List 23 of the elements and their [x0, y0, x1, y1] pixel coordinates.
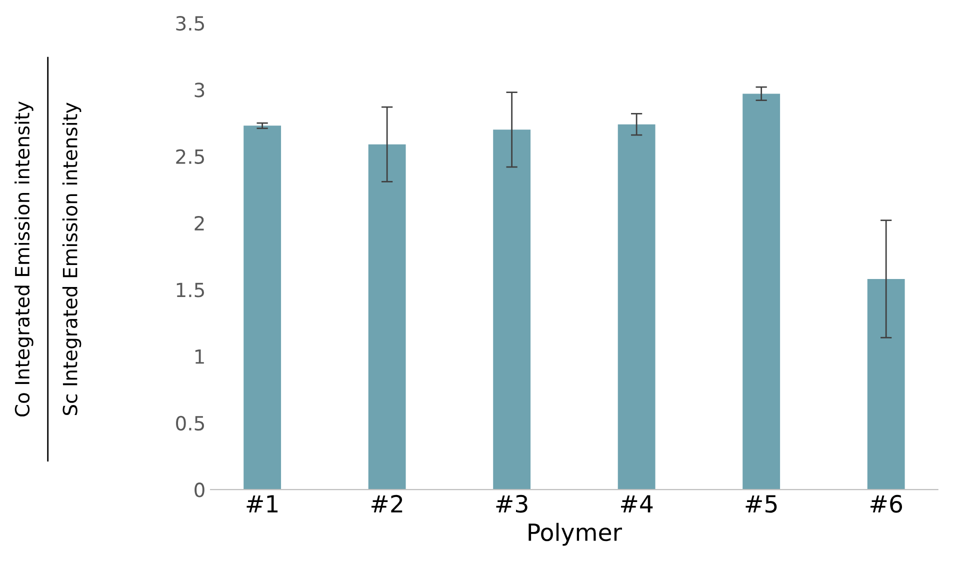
x-tick-label: #2	[371, 494, 402, 512]
y-tick-label: 0	[194, 482, 204, 498]
bar	[867, 278, 905, 490]
text: Sc Integrated Emission intensity	[62, 102, 82, 416]
x-tick-label: #3	[496, 494, 528, 513]
bar	[618, 124, 656, 490]
text: Co Integrated Emission intensity	[14, 101, 34, 416]
y-tick-label: 2	[194, 216, 204, 230]
y-tick-label: 0.5	[176, 416, 204, 431]
y-tick-label: 3	[194, 82, 204, 98]
bar	[244, 126, 282, 490]
y-tick-label: 1.5	[176, 282, 204, 298]
x-tick-label: #4	[620, 495, 653, 512]
bar	[368, 144, 406, 490]
y-tick-label: 1	[195, 350, 204, 364]
x-tick-label: #1	[246, 495, 278, 512]
y-tick-label: 3.5	[176, 16, 204, 31]
x-tick-label: #5	[746, 495, 777, 513]
x-tick-label: #6	[870, 494, 902, 513]
bar	[742, 94, 780, 490]
y-tick-label: 2.5	[176, 149, 204, 164]
x-axis-title: Polymer	[528, 522, 622, 546]
bar	[493, 130, 531, 490]
